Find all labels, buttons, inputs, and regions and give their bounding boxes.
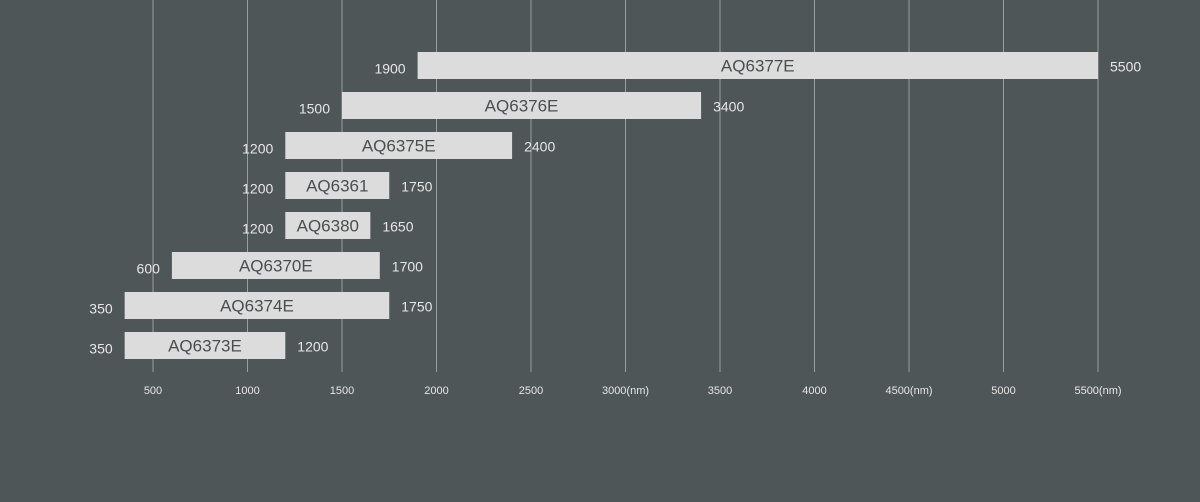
- x-tick-label-2000: 2000: [424, 385, 448, 397]
- x-tick-label-3000: 3000(nm): [602, 385, 649, 397]
- bar-row-aq6373e: AQ6373E 350 1200: [89, 332, 329, 359]
- bar-aq6374e: [124, 292, 390, 319]
- x-tick-label-2500: 2500: [519, 385, 543, 397]
- bar-row-aq6374e: AQ6374E 350 1750: [89, 292, 433, 319]
- bar-row-aq6377e: AQ6377E 1900 5500: [374, 52, 1141, 79]
- bar-row-aq6370e: AQ6370E 600 1700: [137, 252, 423, 279]
- bar-name-label: AQ6376E: [485, 97, 559, 116]
- bar-end-label: 1200: [297, 339, 328, 355]
- bar-start-label: 600: [137, 261, 161, 277]
- x-tick-label-4500: 4500(nm): [885, 385, 932, 397]
- x-tick-label-5500: 5500(nm): [1074, 385, 1121, 397]
- bar-name-label: AQ6361: [306, 177, 368, 196]
- bar-name-label: AQ6375E: [362, 137, 436, 156]
- bar-aq6377e: [417, 52, 1099, 79]
- bar-aq6375e: [285, 132, 513, 159]
- bar-start-label: 1200: [242, 141, 273, 157]
- bar-start-label: 350: [89, 301, 113, 317]
- bar-end-label: 2400: [524, 139, 555, 155]
- bar-end-label: 1650: [382, 219, 413, 235]
- x-tick-label-4000: 4000: [802, 385, 826, 397]
- bar-start-label: 1900: [374, 61, 405, 77]
- bar-end-label: 1750: [401, 299, 432, 315]
- bar-aq6361: [285, 172, 390, 199]
- bar-aq6376e: [342, 92, 702, 119]
- bar-end-label: 5500: [1110, 59, 1141, 75]
- bar-start-label: 1200: [242, 221, 273, 237]
- bar-start-label: 1200: [242, 181, 273, 197]
- bar-row-aq6376e: AQ6376E 1500 3400: [299, 92, 744, 119]
- x-tick-label-3500: 3500: [708, 385, 732, 397]
- bar-end-label: 3400: [713, 99, 744, 115]
- bar-aq6380: [285, 212, 371, 239]
- bar-start-label: 350: [89, 341, 113, 357]
- bar-row-aq6361: AQ6361 1200 1750: [242, 172, 433, 199]
- bar-name-label: AQ6374E: [220, 297, 294, 316]
- x-tick-label-1000: 1000: [235, 385, 259, 397]
- bar-name-label: AQ6370E: [239, 257, 313, 276]
- bar-row-aq6380: AQ6380 1200 1650: [242, 212, 414, 239]
- bar-end-label: 1750: [401, 179, 432, 195]
- bar-aq6370e: [171, 252, 380, 279]
- bar-name-label: AQ6377E: [721, 57, 795, 76]
- bar-aq6373e: [124, 332, 286, 359]
- bar-name-label: AQ6380: [297, 217, 359, 236]
- x-axis-tick-labels: 500 1000 1500 2000 2500 3000(nm) 3500 4000 4500(…: [144, 385, 1122, 397]
- x-tick-label-5000: 5000: [991, 385, 1015, 397]
- x-tick-label-1500: 1500: [330, 385, 354, 397]
- bar-end-label: 1700: [392, 259, 423, 275]
- bar-start-label: 1500: [299, 101, 330, 117]
- x-tick-label-500: 500: [144, 385, 162, 397]
- bar-name-label: AQ6373E: [168, 337, 242, 356]
- bar-row-aq6375e: AQ6375E 1200 2400: [242, 132, 555, 159]
- bars: AQ6377E 1900 5500 AQ6376E 1500 3400 AQ6375E 120…: [89, 52, 1141, 359]
